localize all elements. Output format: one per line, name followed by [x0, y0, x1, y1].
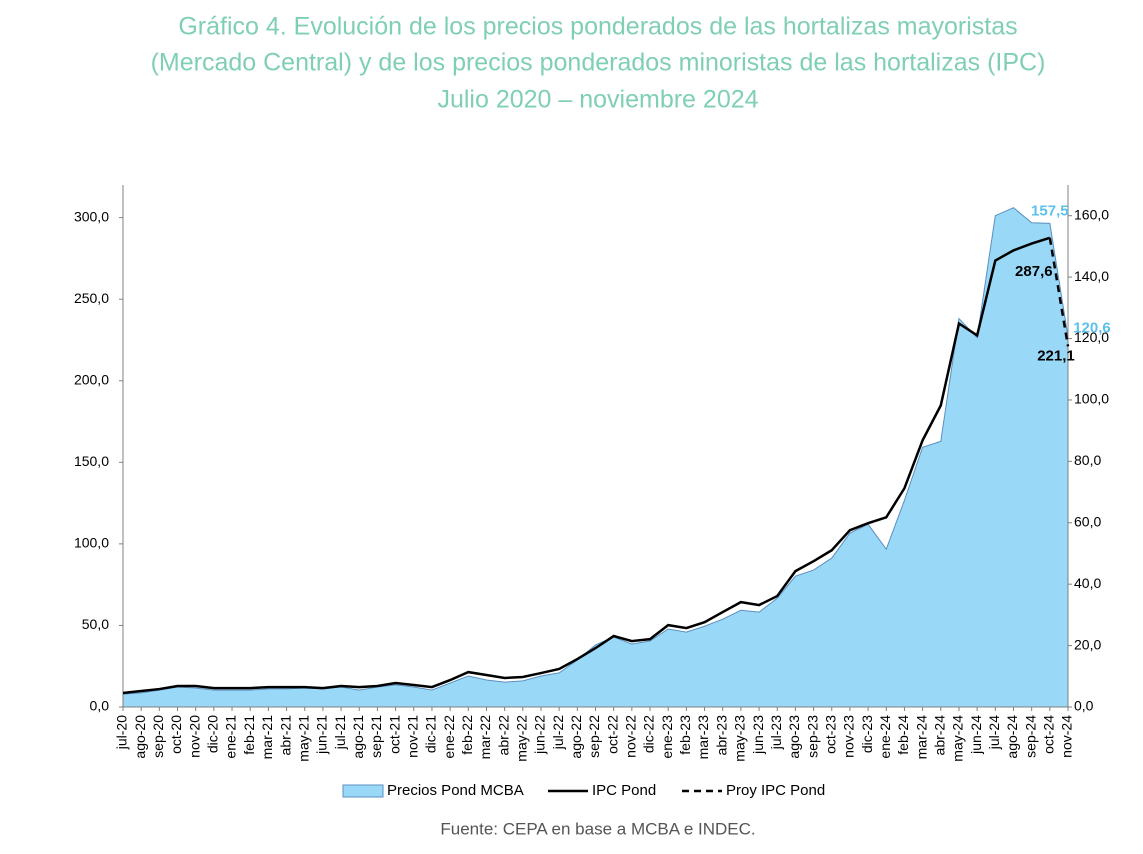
- x-tick-label: feb-21: [241, 715, 257, 755]
- x-tick-label: abr-21: [277, 715, 293, 756]
- y2-tick-label: 80,0: [1074, 452, 1101, 468]
- x-tick-label: oct-24: [1041, 715, 1057, 754]
- line: [1048, 237, 1070, 347]
- x-tick-label: ene-21: [223, 715, 239, 759]
- y2-tick-label: 140,0: [1074, 268, 1109, 284]
- y2-tick-label: 20,0: [1074, 636, 1101, 652]
- y-tick-label: 200,0: [74, 371, 109, 387]
- x-tick-label: sep-22: [586, 715, 602, 758]
- x-tick-label: nov-21: [404, 715, 420, 758]
- x-tick-label: sep-23: [804, 715, 820, 758]
- x-tick-label: oct-20: [168, 715, 184, 754]
- x-tick-label: jul-20: [114, 715, 130, 750]
- y-tick-label: 0,0: [90, 698, 110, 714]
- legend-swatch: [342, 784, 384, 798]
- x-tick-label: jun-21: [314, 715, 330, 755]
- x-tick-label: mar-22: [477, 715, 493, 760]
- x-tick-label: ene-22: [441, 715, 457, 759]
- area: [122, 207, 1069, 708]
- y-tick-label: 300,0: [74, 208, 109, 224]
- x-tick-label: mar-21: [259, 715, 275, 760]
- x-tick-label: feb-23: [677, 715, 693, 755]
- chart-title: Gráfico 4. Evolución de los precios pond…: [178, 13, 1017, 41]
- x-tick-label: jun-22: [532, 715, 548, 755]
- chart-subtitle: Julio 2020 – noviembre 2024: [437, 86, 758, 114]
- data-label: 221,1: [1037, 347, 1075, 364]
- x-tick-label: nov-23: [841, 715, 857, 758]
- y2-tick-label: 40,0: [1074, 575, 1101, 591]
- legend-label: IPC Pond: [592, 782, 656, 799]
- x-tick-label: feb-22: [459, 715, 475, 755]
- x-tick-label: ago-23: [786, 715, 802, 759]
- x-tick-label: abr-24: [931, 715, 947, 756]
- data-label: 157,5: [1031, 202, 1069, 219]
- x-tick-label: feb-24: [895, 715, 911, 755]
- y-tick-label: 150,0: [74, 453, 109, 469]
- y-tick-label: 100,0: [74, 535, 109, 551]
- x-tick-label: sep-21: [368, 715, 384, 758]
- x-tick-label: nov-22: [623, 715, 639, 758]
- data-label: 120,6: [1073, 320, 1111, 337]
- chart-title: (Mercado Central) y de los precios ponde…: [151, 49, 1046, 77]
- y2-tick-label: 120,0: [1074, 329, 1109, 345]
- x-tick-label: dic-21: [423, 715, 439, 753]
- y2-tick-label: 160,0: [1074, 206, 1109, 222]
- y-tick-label: 250,0: [74, 290, 109, 306]
- x-tick-label: oct-23: [822, 715, 838, 754]
- x-tick-label: oct-22: [604, 715, 620, 754]
- x-tick-label: dic-23: [859, 715, 875, 753]
- x-tick-label: ago-20: [132, 715, 148, 759]
- x-tick-label: oct-21: [386, 715, 402, 754]
- y-tick-label: 50,0: [82, 616, 109, 632]
- x-tick-label: sep-24: [1022, 715, 1038, 758]
- x-tick-label: jul-21: [332, 715, 348, 750]
- x-tick-label: ene-23: [659, 715, 675, 759]
- y2-tick-label: 60,0: [1074, 513, 1101, 529]
- x-tick-label: nov-20: [186, 715, 202, 758]
- y2-tick-label: 100,0: [1074, 391, 1109, 407]
- legend-label: Proy IPC Pond: [726, 782, 825, 799]
- x-tick-label: may-22: [514, 715, 530, 762]
- data-label: 287,6: [1015, 263, 1053, 280]
- x-tick-label: abr-22: [495, 715, 511, 756]
- x-tick-label: mar-24: [913, 715, 929, 760]
- x-tick-label: mar-23: [695, 715, 711, 760]
- x-tick-label: ago-21: [350, 715, 366, 759]
- x-tick-label: jun-23: [750, 715, 766, 755]
- x-tick-label: may-24: [950, 715, 966, 762]
- legend-label: Precios Pond MCBA: [387, 782, 524, 799]
- x-tick-label: abr-23: [713, 715, 729, 756]
- x-tick-label: ago-24: [1004, 715, 1020, 759]
- line: [122, 236, 1051, 695]
- source: Fuente: CEPA en base a MCBA e INDEC.: [440, 819, 755, 838]
- x-tick-label: dic-20: [205, 715, 221, 753]
- x-tick-label: ago-22: [568, 715, 584, 759]
- y2-tick-label: 0,0: [1074, 698, 1094, 714]
- x-tick-label: sep-20: [150, 715, 166, 758]
- x-tick-label: may-23: [732, 715, 748, 762]
- x-tick-label: dic-22: [641, 715, 657, 753]
- x-tick-label: jul-24: [986, 715, 1002, 750]
- x-tick-label: jul-23: [768, 715, 784, 750]
- x-tick-label: nov-24: [1059, 715, 1075, 758]
- x-tick-label: may-21: [295, 715, 311, 762]
- x-tick-label: jul-22: [550, 715, 566, 750]
- x-tick-label: ene-24: [877, 715, 893, 759]
- x-tick-label: jun-24: [968, 715, 984, 755]
